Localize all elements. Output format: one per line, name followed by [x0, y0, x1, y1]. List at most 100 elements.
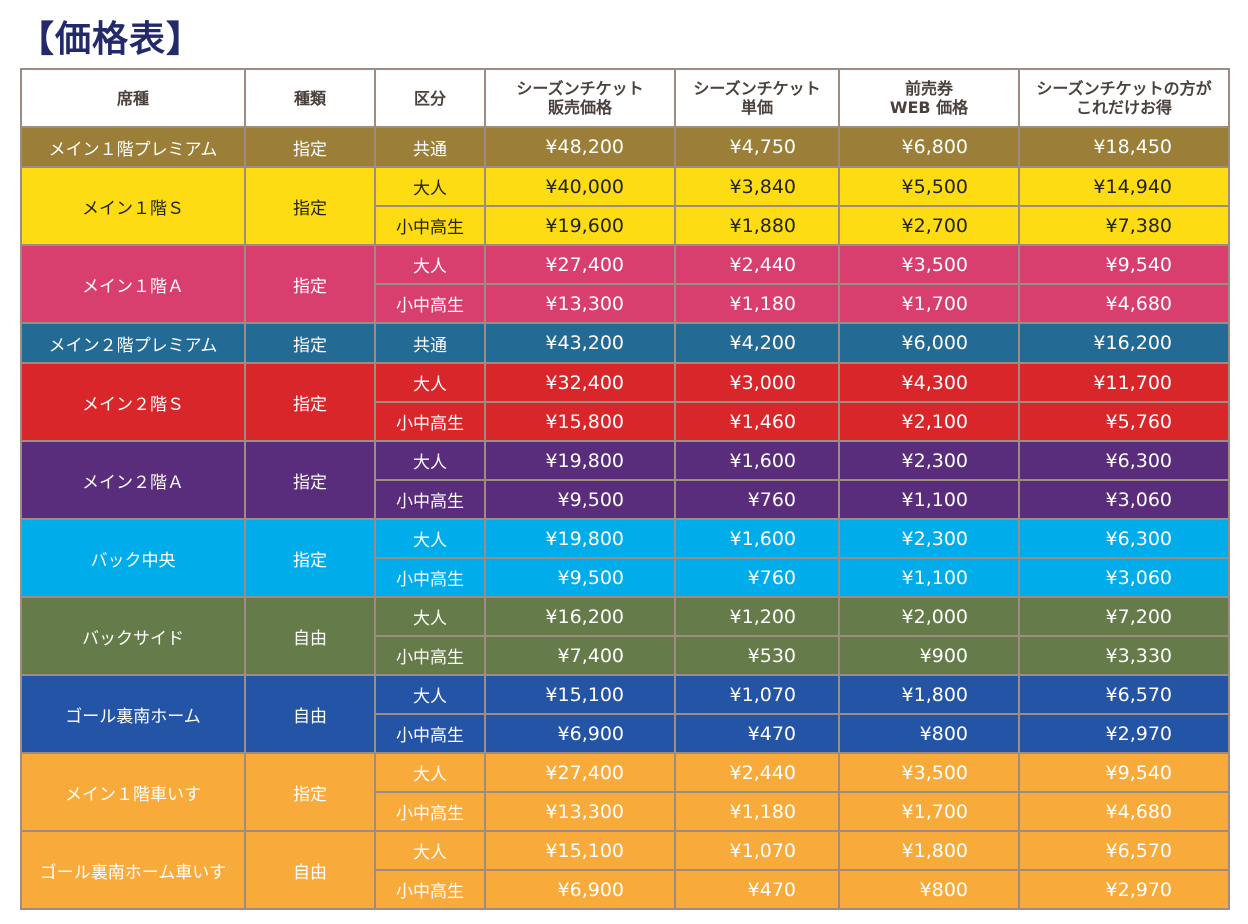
price-cell: ¥18,450 — [1018, 126, 1230, 168]
table-row: メイン１階Ａ 指定 大人 ¥27,400 ¥2,440 ¥3,500 ¥9,540 — [20, 244, 1230, 324]
price-cell: ¥3,000 — [674, 362, 840, 403]
price-cell: ¥800 — [838, 713, 1020, 754]
price-cell: ¥1,600 — [674, 518, 840, 559]
category-cell: 小中高生 — [374, 713, 486, 754]
category-cell: 大人 — [374, 518, 486, 559]
header-web-price: 前売券 WEB 価格 — [838, 68, 1020, 128]
price-cell: ¥470 — [674, 713, 840, 754]
price-cell: ¥760 — [674, 557, 840, 598]
price-cell: ¥16,200 — [1018, 322, 1230, 364]
price-cell: ¥6,570 — [1018, 830, 1230, 871]
price-cell: ¥7,200 — [1018, 596, 1230, 637]
price-cell: ¥9,500 — [484, 557, 676, 598]
price-cell: ¥27,400 — [484, 244, 676, 285]
category-cell: 小中高生 — [374, 205, 486, 246]
price-cell: ¥2,440 — [674, 752, 840, 793]
header-savings: シーズンチケットの方が これだけお得 — [1018, 68, 1230, 128]
price-cell: ¥11,700 — [1018, 362, 1230, 403]
page-title: 【価格表】 — [18, 19, 204, 60]
seat-cell: バック中央 — [20, 518, 246, 598]
table-row: 小中高生 ¥13,300 ¥1,180 ¥1,700 ¥4,680 — [21, 791, 1230, 832]
price-cell: ¥3,060 — [1018, 557, 1230, 598]
price-cell: ¥2,440 — [674, 244, 840, 285]
price-cell: ¥3,060 — [1018, 479, 1230, 520]
price-cell: ¥4,680 — [1018, 791, 1230, 832]
price-cell: ¥1,460 — [674, 401, 840, 442]
price-cell: ¥48,200 — [484, 126, 676, 168]
price-cell: ¥5,760 — [1018, 401, 1230, 442]
price-cell: ¥6,900 — [484, 713, 676, 754]
price-cell: ¥2,000 — [838, 596, 1020, 637]
type-cell: 自由 — [244, 596, 376, 676]
price-cell: ¥6,900 — [484, 869, 676, 910]
table-row: ゴール裏南ホーム 自由 大人 ¥15,100 ¥1,070 ¥1,800 ¥6,570 — [20, 674, 1230, 754]
price-cell: ¥1,180 — [674, 283, 840, 324]
price-cell: ¥1,070 — [674, 674, 840, 715]
type-cell: 指定 — [244, 166, 376, 246]
price-cell: ¥9,540 — [1018, 752, 1230, 793]
table-row: メイン１階Ｓ 指定 大人 ¥40,000 ¥3,840 ¥5,500 ¥14,940 — [20, 166, 1230, 246]
price-cell: ¥15,100 — [484, 830, 676, 871]
table-row: メイン２階Ｓ 指定 大人 ¥32,400 ¥3,000 ¥4,300 ¥11,700 — [20, 362, 1230, 442]
type-cell: 指定 — [244, 440, 376, 520]
price-cell: ¥2,970 — [1018, 869, 1230, 910]
category-cell: 小中高生 — [374, 283, 486, 324]
type-cell: 指定 — [244, 244, 376, 324]
price-cell: ¥1,100 — [838, 557, 1020, 598]
price-cell: ¥13,300 — [484, 791, 676, 832]
price-cell: ¥13,300 — [484, 283, 676, 324]
table-row: メイン２階Ａ 指定 大人 ¥19,800 ¥1,600 ¥2,300 ¥6,300 — [20, 440, 1230, 520]
price-table: 席種 種類 区分 シーズンチケット 販売価格 シーズンチケット 単価 前売券 WEB 価格… — [20, 68, 1230, 910]
seat-cell: メイン１階Ａ — [20, 244, 246, 324]
price-cell: ¥1,180 — [674, 791, 840, 832]
price-cell: ¥32,400 — [484, 362, 676, 403]
seat-cell: メイン１階Ｓ — [20, 166, 246, 246]
price-cell: ¥14,940 — [1018, 166, 1230, 207]
price-cell: ¥15,100 — [484, 674, 676, 715]
price-cell: ¥1,070 — [674, 830, 840, 871]
price-cell: ¥3,330 — [1018, 635, 1230, 676]
seat-cell: メイン２階Ｓ — [20, 362, 246, 442]
price-cell: ¥2,300 — [838, 518, 1020, 559]
price-cell: ¥900 — [838, 635, 1020, 676]
price-cell: ¥6,300 — [1018, 518, 1230, 559]
table-row: メイン１階プレミアム 指定 共通 ¥48,200 ¥4,750 ¥6,800 ¥18,450 — [20, 126, 1230, 168]
price-cell: ¥760 — [674, 479, 840, 520]
price-cell: ¥16,200 — [484, 596, 676, 637]
category-cell: 小中高生 — [374, 401, 486, 442]
price-cell: ¥19,800 — [484, 518, 676, 559]
price-cell: ¥4,680 — [1018, 283, 1230, 324]
header-season-price: シーズンチケット 販売価格 — [484, 68, 676, 128]
price-cell: ¥27,400 — [484, 752, 676, 793]
type-cell: 指定 — [244, 518, 376, 598]
price-cell: ¥4,200 — [674, 322, 840, 364]
price-cell: ¥1,100 — [838, 479, 1020, 520]
category-cell: 大人 — [374, 166, 486, 207]
header-seat: 席種 — [20, 68, 246, 128]
price-cell: ¥6,800 — [838, 126, 1020, 168]
header-type: 種類 — [244, 68, 376, 128]
table-row: 小中高生 ¥19,600 ¥1,880 ¥2,700 ¥7,380 — [21, 205, 1230, 246]
price-cell: ¥6,300 — [1018, 440, 1230, 481]
category-cell: 小中高生 — [374, 869, 486, 910]
price-cell: ¥9,500 — [484, 479, 676, 520]
category-cell: 小中高生 — [374, 791, 486, 832]
table-row: バック中央 指定 大人 ¥19,800 ¥1,600 ¥2,300 ¥6,300 — [20, 518, 1230, 598]
category-cell: 小中高生 — [374, 557, 486, 598]
price-cell: ¥9,540 — [1018, 244, 1230, 285]
table-row: メイン２階プレミアム 指定 共通 ¥43,200 ¥4,200 ¥6,000 ¥16,200 — [20, 322, 1230, 364]
price-cell: ¥43,200 — [484, 322, 676, 364]
price-cell: ¥1,800 — [838, 830, 1020, 871]
price-cell: ¥1,200 — [674, 596, 840, 637]
price-cell: ¥19,600 — [484, 205, 676, 246]
header-category: 区分 — [374, 68, 486, 128]
price-cell: ¥2,300 — [838, 440, 1020, 481]
table-row: メイン１階車いす 指定 大人 ¥27,400 ¥2,440 ¥3,500 ¥9,540 — [20, 752, 1230, 832]
seat-cell: メイン１階車いす — [20, 752, 246, 832]
type-cell: 指定 — [244, 362, 376, 442]
type-cell: 指定 — [244, 322, 376, 364]
type-cell: 指定 — [244, 126, 376, 168]
category-cell: 小中高生 — [374, 635, 486, 676]
type-cell: 指定 — [244, 752, 376, 832]
price-cell: ¥530 — [674, 635, 840, 676]
